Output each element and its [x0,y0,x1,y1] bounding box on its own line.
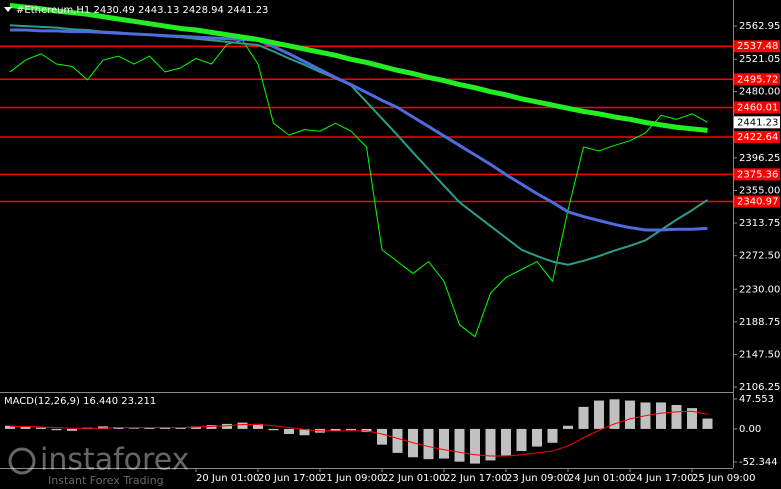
price-line [9,3,708,133]
macd-bar [206,425,217,429]
macd-bar [625,400,635,429]
macd-bar [609,399,620,429]
macd-bar [485,428,496,461]
x-tick-label: 23 Jun 09:00 [506,473,570,484]
y-tick-label: 2188.75 [739,317,780,328]
chart-title: #Ethereum,H1 2430.49 2443.13 2428.94 244… [16,5,268,16]
level-label-box [734,195,780,208]
macd-bar [656,402,666,429]
level-label-box [734,131,780,144]
x-tick-label: 22 Jun 01:00 [382,473,446,484]
y-tick-label: 47.553 [739,394,774,405]
last-price-box [734,116,780,129]
macd-bar [501,428,511,456]
menu-arrow [4,7,12,12]
macd-bar [346,428,356,431]
watermark-tagline: Instant Forex Trading [48,474,164,487]
watermark-logo [8,447,36,475]
macd-bar [51,428,62,431]
macd-bar [98,426,108,429]
macd-bar [284,428,294,434]
x-tick-label: 21 Jun 09:00 [320,473,384,484]
plot: 2562.952521.052480.002438.102396.252355.… [0,3,780,484]
macd-bar [5,425,15,429]
x-tick-label: 24 Jun 01:00 [568,473,632,484]
y-tick-label: 2521.05 [739,54,780,65]
macd-bar [144,427,155,429]
level-label: 2460.01 [737,102,778,113]
macd-bar [547,428,558,443]
macd-bar [578,406,589,429]
price-line [9,39,708,338]
macd-bar [253,423,263,429]
x-tick-label: 24 Jun 17:00 [630,473,694,484]
macd-bar [423,428,434,460]
macd-bar [392,428,403,453]
y-tick-label: 2396.25 [739,153,780,164]
macd-bar [470,428,480,464]
last-price-label: 2441.23 [737,117,778,128]
signal-line [10,410,708,457]
macd-bar [454,428,465,462]
level-label-box [734,73,780,86]
level-label: 2340.97 [737,197,778,208]
price-line [10,28,708,232]
x-tick-label: 25 Jun 09:00 [692,473,756,484]
macd-bar [268,428,279,431]
macd-bar [36,427,46,429]
watermark-brand: instaforex [40,443,189,478]
level-label-box [734,40,780,53]
y-tick-label: 2355.00 [739,185,780,196]
macd-bar [439,428,449,459]
y-tick-label: 2272.50 [739,251,780,262]
macd-bar [20,427,31,429]
level-label: 2375.36 [737,169,778,180]
level-label: 2537.48 [737,41,778,52]
watermark: instaforex Instant Forex Trading [8,443,189,487]
macd-bar [299,428,310,436]
level-label-box [734,101,780,114]
macd-bar [222,423,232,429]
macd-bar [129,428,139,429]
macd-bar [516,428,527,451]
macd-bar [377,428,387,445]
y-tick-label: 0.00 [739,424,761,435]
macd-bar [702,418,713,429]
level-label-box [734,168,780,181]
y-tick-label: 2230.00 [739,284,780,295]
level-label: 2495.72 [737,74,778,85]
macd-title: MACD(12,26,9) 16.440 23.211 [4,396,156,407]
x-tick-label: 20 Jun 17:00 [258,473,322,484]
macd-bar [563,425,573,429]
x-tick-label: 22 Jun 17:00 [444,473,508,484]
macd-bar [687,408,697,429]
y-tick-label: 2106.25 [739,382,780,393]
y-tick-label: 2147.50 [739,349,780,360]
macd-bar [594,400,604,429]
macd-bar [237,422,248,429]
macd-bar [67,428,77,431]
level-label: 2422.64 [737,132,778,143]
y-tick-label: 2313.75 [739,218,780,229]
macd-bar [330,428,341,431]
x-tick-label: 20 Jun 01:00 [196,473,260,484]
y-tick-label: 2562.95 [739,21,780,32]
macd-bar [191,426,201,429]
macd-bar [175,427,186,429]
y-tick-label: 2480.00 [739,87,780,98]
macd-bar [532,428,542,447]
macd-bar [671,404,682,429]
y-tick-label: -52.344 [739,457,778,468]
